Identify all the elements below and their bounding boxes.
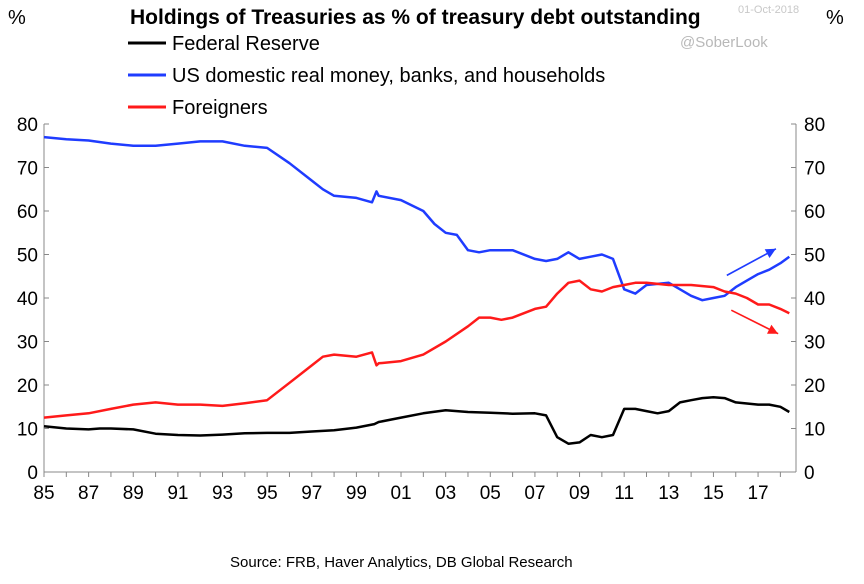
x-tick-label: 93: [212, 483, 233, 504]
annotation-arrow-head-0: [764, 248, 776, 258]
x-tick-label: 13: [658, 483, 679, 504]
y-tick-right-label: 40: [804, 289, 825, 310]
x-tick-label: 07: [524, 483, 545, 504]
x-tick-label: 05: [480, 483, 501, 504]
watermark: @SoberLook: [680, 34, 768, 51]
y-tick-left-label: 70: [17, 159, 38, 180]
annotation-layer: [726, 248, 779, 335]
series-line-foreigners: [43, 279, 790, 419]
y-tick-left-label: 80: [17, 115, 38, 136]
x-tick-label: 91: [167, 483, 188, 504]
x-tick-label: 03: [435, 483, 456, 504]
source-note: Source: FRB, Haver Analytics, DB Global …: [230, 554, 573, 571]
chart-title: Holdings of Treasuries as % of treasury …: [130, 6, 701, 29]
y-tick-right-label: 50: [804, 246, 825, 267]
y-tick-left-label: 30: [17, 333, 38, 354]
y-tick-right-label: 60: [804, 202, 825, 223]
x-tick-label: 97: [301, 483, 322, 504]
x-tick-label: 99: [346, 483, 367, 504]
date-stamp: 01-Oct-2018: [738, 4, 799, 16]
legend: Federal Reserve US domestic real money, b…: [128, 33, 605, 119]
y-tick-right-label: 80: [804, 115, 825, 136]
series-line-us-domestic: [43, 135, 791, 302]
x-tick-label: 95: [257, 483, 278, 504]
legend-label-0: Federal Reserve: [172, 33, 320, 55]
y-axis-left-unit: %: [8, 7, 26, 29]
y-tick-left-label: 60: [17, 202, 38, 223]
y-tick-left-label: 10: [17, 420, 38, 441]
y-tick-left-label: 40: [17, 289, 38, 310]
legend-label-1: US domestic real money, banks, and house…: [172, 65, 605, 87]
x-tick-label: 17: [747, 483, 768, 504]
y-tick-right-label: 20: [804, 376, 825, 397]
x-tick-label: 09: [569, 483, 590, 504]
y-axis-right-unit: %: [826, 7, 844, 29]
y-tick-right-label: 0: [804, 463, 815, 484]
y-tick-left-label: 0: [27, 463, 38, 484]
y-tick-left-label: 20: [17, 376, 38, 397]
x-tick-label: 85: [33, 483, 54, 504]
x-tick-label: 01: [390, 483, 411, 504]
x-tick-label: 11: [614, 483, 634, 504]
legend-label-2: Foreigners: [172, 97, 268, 119]
y-tick-right-label: 10: [804, 420, 825, 441]
x-tick-label: 87: [78, 483, 99, 504]
series-layer: [43, 135, 791, 445]
y-tick-right-label: 70: [804, 159, 825, 180]
x-tick-label: 15: [703, 483, 724, 504]
y-tick-left-label: 50: [17, 246, 38, 267]
y-tick-right-label: 30: [804, 333, 825, 354]
annotation-arrow-head-1: [767, 324, 779, 334]
x-tick-label: 89: [123, 483, 144, 504]
series-line-federal-reserve: [43, 395, 790, 445]
